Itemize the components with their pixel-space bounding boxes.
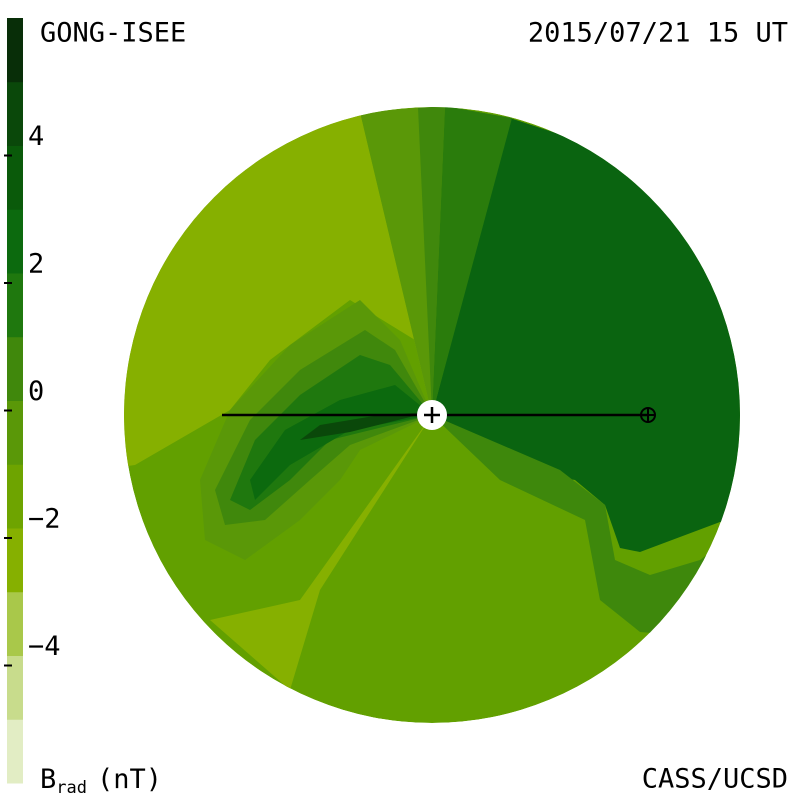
colorbar: 4 2 0 −2 −4 — [4, 18, 61, 784]
tick-label: 4 — [28, 121, 44, 152]
colorbar-band — [7, 464, 23, 529]
colorbar-band — [7, 145, 23, 210]
credit: CASS/UCSD — [642, 764, 788, 795]
tick-label: 0 — [28, 376, 44, 407]
unit: (nT) — [97, 764, 162, 795]
date: 2015/07/21 15 UT — [528, 18, 788, 49]
colorbar-band — [7, 528, 23, 593]
tick-label: 2 — [28, 249, 44, 280]
subscript: rad — [56, 778, 87, 798]
colorbar-label: Brad (nT) — [40, 764, 162, 799]
tick-label: −4 — [28, 631, 61, 662]
colorbar-band — [7, 400, 23, 465]
tick-label: −2 — [28, 504, 61, 535]
colorbar-band — [7, 273, 23, 338]
colorbar-band — [7, 336, 23, 401]
title: GONG-ISEE — [40, 18, 186, 49]
colorbar-band — [7, 655, 23, 720]
earth-cross — [641, 408, 655, 422]
colorbar-band — [7, 591, 23, 656]
sun-cross — [424, 407, 440, 423]
colorbar-band — [7, 81, 23, 146]
colorbar-band — [7, 719, 23, 784]
colorbar-band — [7, 18, 23, 83]
colorbar-band — [7, 209, 23, 274]
symbol: B — [40, 764, 56, 795]
